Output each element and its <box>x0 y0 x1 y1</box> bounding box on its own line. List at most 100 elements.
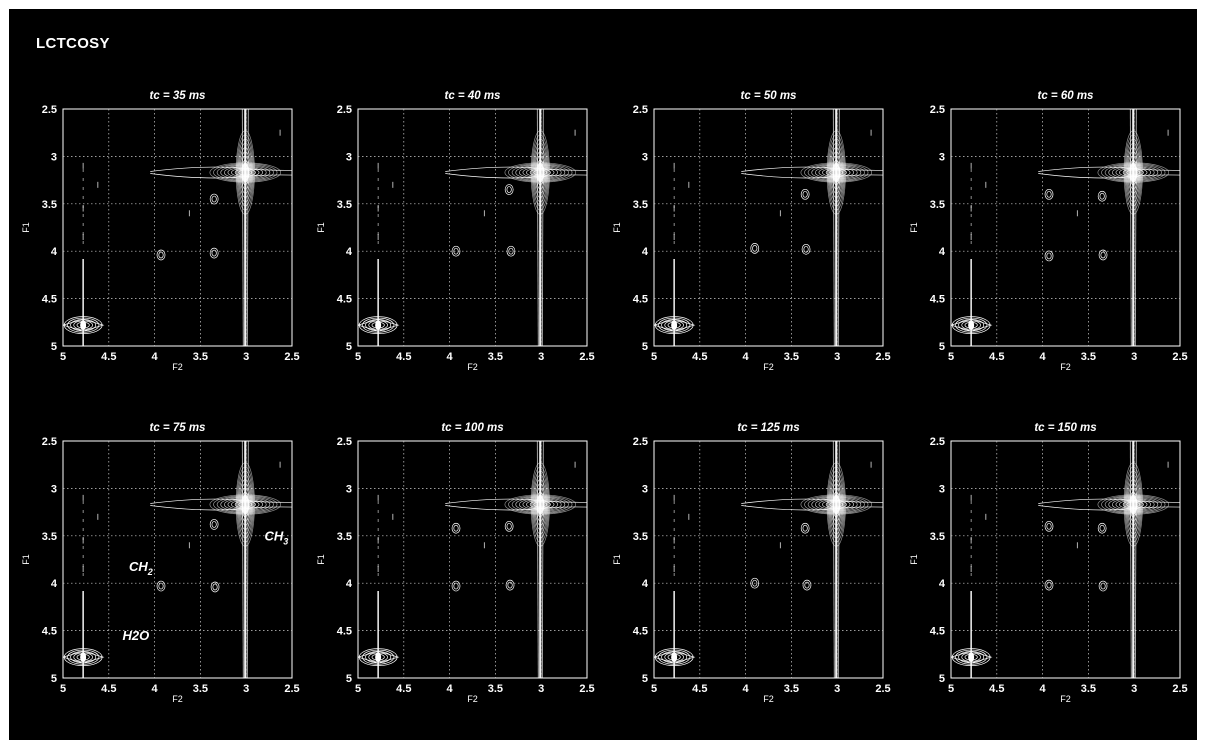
ch3-contour <box>826 462 846 547</box>
plot-frame <box>62 440 293 679</box>
x-tick-label: 2.5 <box>1172 683 1187 695</box>
cross-peak <box>804 581 810 589</box>
x-tick-label: 4.5 <box>692 683 707 695</box>
y-tick-label: 2.5 <box>633 436 648 448</box>
y-tick-label: 4 <box>939 578 946 590</box>
x-tick-label: 3 <box>1131 351 1137 363</box>
y-tick-label: 3 <box>346 483 352 495</box>
ch3-contour <box>1125 470 1142 539</box>
y-tick-label: 3.5 <box>930 531 945 543</box>
x-tick-label: 3 <box>834 351 840 363</box>
ch3-ridge-vertical <box>536 441 539 678</box>
cross-peak <box>508 247 514 255</box>
ch3-contour <box>239 151 251 194</box>
ch3-contour <box>1126 147 1140 198</box>
contour-layer <box>951 441 1180 678</box>
ch3-contour <box>240 487 251 522</box>
x-tick-label: 3.5 <box>193 351 208 363</box>
ch3-core <box>1129 162 1138 183</box>
panel-title: tc = 100 ms <box>441 422 503 434</box>
water-core <box>968 652 975 663</box>
ch3-contour <box>831 155 842 190</box>
ch3-core <box>241 162 250 183</box>
y-tick-label: 3 <box>51 483 57 495</box>
cross-peak <box>1099 524 1105 532</box>
peak-annotation-subscript: 3 <box>283 537 288 547</box>
water-contour <box>362 317 395 333</box>
ch3-contour <box>1124 466 1143 543</box>
plot-frame <box>653 440 884 679</box>
cross-peak <box>209 193 219 205</box>
cross-peak <box>1098 580 1108 592</box>
y-axis-label: F1 <box>21 222 31 233</box>
y-tick-label: 4.5 <box>42 626 57 638</box>
x-axis-label: F2 <box>1060 694 1071 704</box>
y-tick-label: 3 <box>346 151 352 163</box>
water-contour <box>658 649 691 665</box>
y-tick-label: 4 <box>642 246 649 258</box>
x-tick-label: 2.5 <box>284 351 299 363</box>
water-contour <box>362 649 395 665</box>
y-tick-label: 2.5 <box>337 104 352 116</box>
x-tick-label: 3 <box>834 683 840 695</box>
ch3-contour <box>829 474 844 535</box>
cross-peak <box>1044 520 1054 532</box>
ch3-core <box>241 494 250 515</box>
water-core <box>375 320 382 331</box>
spectrum-panel: 5 4.5 4 3.5 3 2.5 2.5 3 3.5 4 4.5 5 tc = 125 ms F2 F1 <box>612 422 891 704</box>
y-tick-label: 5 <box>346 341 352 353</box>
y-tick-label: 4.5 <box>930 626 945 638</box>
ch3-contour <box>1127 483 1139 526</box>
x-tick-label: 2.5 <box>875 683 890 695</box>
y-tick-label: 5 <box>939 341 945 353</box>
x-tick-label: 2.5 <box>875 351 890 363</box>
panel-title: tc = 35 ms <box>150 90 206 102</box>
y-axis-label: F1 <box>316 222 326 233</box>
ch3-contour <box>534 483 546 526</box>
cross-peak <box>156 249 166 261</box>
ch3-contour <box>531 134 550 211</box>
x-tick-label: 4.5 <box>101 683 116 695</box>
x-tick-label: 5 <box>355 683 361 695</box>
water-contour <box>67 649 100 665</box>
ch3-contour <box>533 147 547 198</box>
ch3-contour <box>530 462 550 547</box>
ch3-contour <box>828 138 845 207</box>
water-core <box>375 652 382 663</box>
y-tick-label: 2.5 <box>337 436 352 448</box>
x-tick-label: 5 <box>651 351 657 363</box>
x-tick-label: 3.5 <box>193 683 208 695</box>
x-tick-label: 4.5 <box>989 683 1004 695</box>
x-tick-label: 2.5 <box>579 351 594 363</box>
ch3-core <box>832 162 841 183</box>
cross-peak <box>504 184 514 195</box>
y-tick-label: 3 <box>642 483 648 495</box>
ch3-core <box>832 494 841 515</box>
y-tick-label: 2.5 <box>930 104 945 116</box>
spectrum-panel: 5 4.5 4 3.5 3 2.5 2.5 3 3.5 4 4.5 5 tc = 75 ms F2 F1 CH… <box>21 422 300 704</box>
cross-peak <box>750 243 760 254</box>
y-tick-label: 4 <box>51 246 58 258</box>
x-tick-label: 5 <box>948 683 954 695</box>
x-axis-label: F2 <box>172 694 183 704</box>
ch3-contour <box>1126 142 1141 203</box>
cross-peak <box>210 581 220 593</box>
y-tick-label: 4.5 <box>930 294 945 306</box>
x-tick-label: 3 <box>243 683 249 695</box>
cross-peak <box>506 522 512 530</box>
y-tick-label: 4.5 <box>337 626 352 638</box>
ch3-ridge-vertical <box>832 441 835 678</box>
y-tick-label: 2.5 <box>42 104 57 116</box>
y-tick-label: 4 <box>51 578 58 590</box>
water-contour <box>67 317 100 333</box>
x-tick-label: 5 <box>60 351 66 363</box>
y-axis-label: F1 <box>316 554 326 565</box>
cross-peak <box>505 579 515 591</box>
ch3-contour <box>235 130 255 215</box>
cross-peak <box>451 580 461 592</box>
ch3-contour <box>827 134 846 211</box>
water-contour <box>955 317 988 333</box>
y-tick-label: 5 <box>346 673 352 685</box>
cross-peak <box>802 190 808 198</box>
plot-frame <box>357 440 588 679</box>
